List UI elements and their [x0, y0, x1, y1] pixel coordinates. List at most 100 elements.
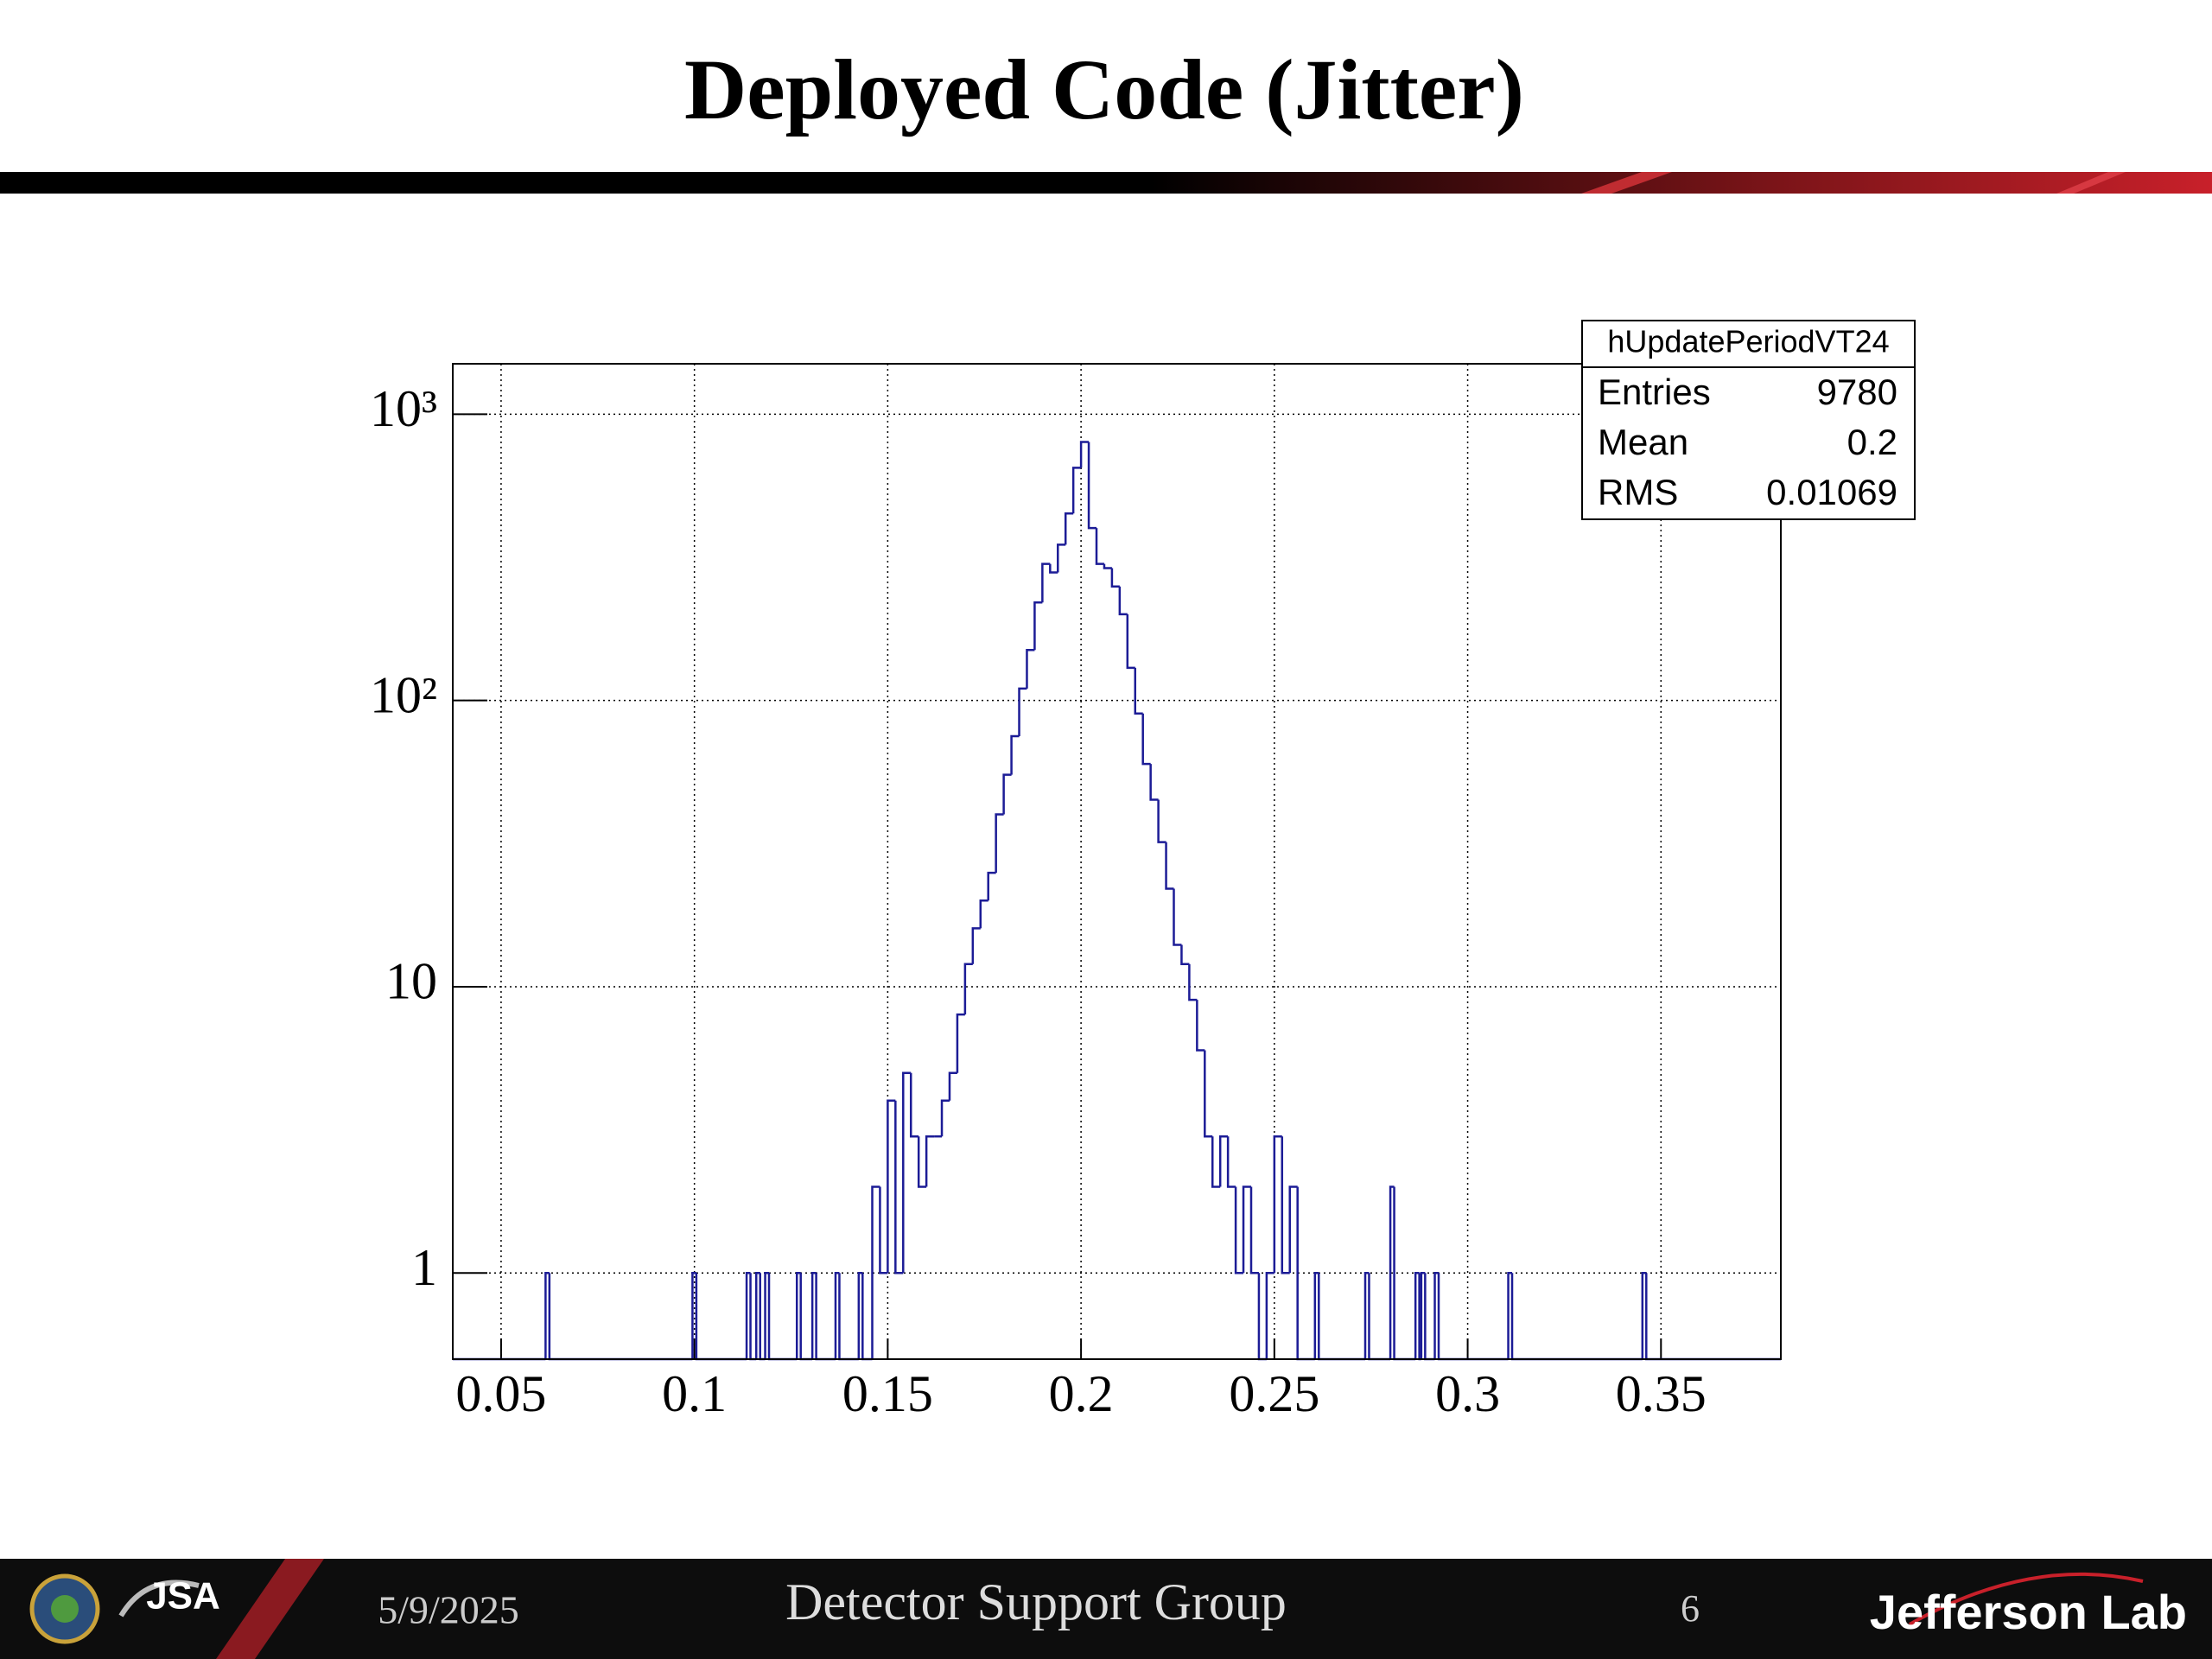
x-tick-label: 0.1 [662, 1365, 727, 1422]
histogram-bin [1057, 543, 1066, 573]
histogram-bin [1026, 649, 1035, 689]
y-tick-label: 10² [370, 666, 437, 723]
jsa-logo: JSA [146, 1575, 220, 1618]
histogram-bin [925, 1135, 935, 1187]
histogram-bin [1071, 467, 1082, 514]
histogram-bin [1010, 734, 1020, 775]
histogram-bin [1103, 563, 1112, 569]
histogram-bin [1313, 1272, 1319, 1359]
footer-streak [216, 1559, 324, 1659]
jsa-swoosh [118, 1580, 200, 1618]
histogram-bin [940, 1099, 950, 1137]
histogram-bin [1641, 1272, 1647, 1359]
histogram-bin [1033, 601, 1043, 651]
stats-label: Mean [1598, 422, 1688, 462]
histogram-bin [857, 1272, 863, 1359]
histogram-bin [1149, 764, 1159, 801]
histogram-bin [1110, 568, 1120, 588]
stats-box [1581, 320, 1916, 520]
histogram-bin [745, 1272, 751, 1359]
jlab-swoosh [1909, 1572, 2144, 1626]
histogram-bin [1218, 1135, 1229, 1187]
histogram-bin [1041, 563, 1051, 603]
histogram-bin [879, 1186, 888, 1274]
histogram-bin [1389, 1185, 1395, 1359]
histogram-bin [909, 1072, 919, 1138]
histogram-bin [1118, 586, 1128, 616]
histogram-bin [691, 1272, 696, 1359]
histogram-bin [887, 1099, 896, 1274]
histogram-bin [1018, 687, 1027, 737]
histogram-plot: 0.05 0.1 0.15 0.2 0.25 0.3 0.35 1 10 10² 10³ hUpdat… [370, 320, 1916, 1422]
histogram-bin [956, 1013, 965, 1073]
histogram-bin [948, 1071, 957, 1101]
x-tick-label: 0.35 [1616, 1365, 1707, 1422]
histogram-bin [1363, 1272, 1370, 1359]
histogram-bin [1188, 963, 1198, 1001]
histogram-bin [1049, 563, 1058, 574]
footer-date: 5/9/2025 [378, 1588, 519, 1632]
histogram-bin [894, 1100, 904, 1274]
histogram-bin [834, 1272, 840, 1359]
header-bar [0, 172, 2212, 194]
header-streak [1581, 172, 1672, 194]
x-tick-label: 0.25 [1229, 1365, 1319, 1422]
histogram-bin [871, 1185, 880, 1359]
histogram-bin [1288, 1185, 1298, 1274]
x-tick-label: 0.2 [1049, 1365, 1114, 1422]
histogram-bin [810, 1272, 817, 1359]
histogram-bin [987, 871, 996, 901]
histogram-bin [1173, 888, 1182, 946]
histogram-bin [1196, 1000, 1205, 1052]
y-tick-label: 10³ [370, 380, 437, 437]
histogram-bin [1087, 442, 1097, 530]
x-tick-label: 0.3 [1435, 1365, 1500, 1422]
histogram-bin [1126, 613, 1135, 670]
doe-seal-center [51, 1595, 79, 1623]
histogram-bin [1095, 528, 1104, 565]
footer-page: 6 [1681, 1587, 1700, 1630]
y-tick-label: 1 [411, 1239, 437, 1296]
header-streak [2056, 172, 2126, 194]
histogram-bin [1265, 1272, 1274, 1359]
histogram-bin [1134, 667, 1143, 715]
histogram-bin [1226, 1136, 1236, 1188]
histogram-bin [1079, 441, 1090, 468]
plot-frame [452, 363, 1782, 1360]
footer-bar [0, 1559, 2212, 1659]
histogram-bin [795, 1272, 801, 1359]
stats-title: hUpdatePeriodVT24 [1607, 324, 1889, 359]
stats-value: 0.01069 [1766, 472, 1897, 512]
histogram-bin [544, 1272, 550, 1359]
histogram-bin [1242, 1185, 1251, 1274]
histogram-bin [1234, 1186, 1244, 1274]
histogram-bin [963, 963, 973, 1015]
y-tick-label: 10 [385, 953, 437, 1010]
histogram-bin [1165, 842, 1174, 890]
stats-value: 9780 [1817, 372, 1897, 412]
histogram-bin [979, 899, 988, 929]
slide-title: Deployed Code (Jitter) [684, 41, 1524, 137]
jlab-logo: Jefferson Lab [1870, 1585, 2187, 1639]
stats-label: Entries [1598, 372, 1711, 412]
histogram-bin [971, 927, 981, 964]
histogram-bin [1249, 1186, 1259, 1274]
stats-value: 0.2 [1847, 422, 1897, 462]
x-tick-label: 0.15 [842, 1365, 933, 1422]
histogram-bin [1204, 1050, 1213, 1138]
histogram-bin [1281, 1136, 1290, 1274]
histogram-bin [1420, 1272, 1426, 1359]
histogram-bin [755, 1272, 760, 1359]
footer-group: Detector Support Group [785, 1573, 1287, 1630]
histogram-bin [917, 1136, 927, 1188]
stats-label: RMS [1598, 472, 1678, 512]
histogram-bin [1002, 773, 1012, 815]
histogram-bin [1433, 1272, 1439, 1359]
histogram-bin [1180, 944, 1190, 965]
histogram-bin [1414, 1272, 1420, 1359]
histogram-bin [1064, 512, 1074, 545]
histogram-bin [995, 813, 1004, 874]
